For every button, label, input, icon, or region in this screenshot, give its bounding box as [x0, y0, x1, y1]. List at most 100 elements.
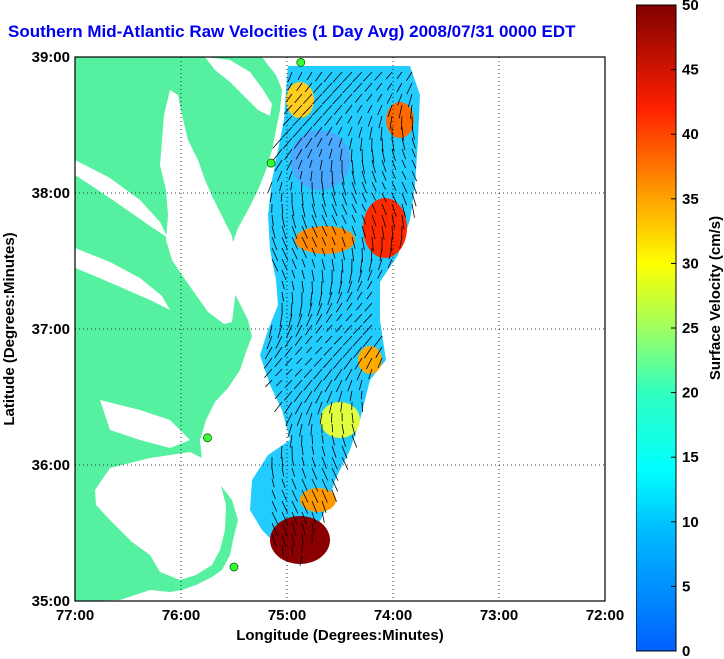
velocity-arrow [324, 379, 333, 393]
velocity-arrow [271, 511, 278, 524]
velocity-arrow [344, 324, 353, 334]
velocity-arrow [299, 170, 303, 180]
velocity-arrow [301, 489, 309, 503]
velocity-arrow [281, 225, 287, 240]
velocity-arrow [291, 511, 298, 526]
velocity-arrow [321, 225, 328, 237]
velocity-arrow [381, 203, 387, 216]
velocity-arrow [292, 104, 303, 115]
velocity-arrow [364, 82, 373, 92]
velocity-arrow [371, 236, 374, 251]
velocity-arrow [391, 181, 397, 191]
velocity-arrow [345, 313, 353, 322]
velocity-arrow [378, 115, 383, 129]
velocity-arrow [296, 82, 303, 92]
velocity-arrow [371, 159, 376, 174]
velocity-arrow [411, 126, 415, 140]
velocity-arrow [301, 445, 304, 456]
velocity-arrow [331, 192, 337, 207]
velocity-arrow [311, 214, 318, 228]
velocity-arrow [346, 302, 353, 311]
velocity-arrow [281, 203, 284, 215]
velocity-arrow [411, 159, 417, 169]
velocity-arrow [401, 203, 406, 218]
velocity-arrow [301, 500, 309, 514]
velocity-arrow [332, 357, 343, 370]
velocity-arrow [391, 170, 396, 179]
colorbar-tick-label: 20 [682, 385, 699, 402]
velocity-arrow [291, 247, 298, 260]
velocity-arrow [321, 511, 325, 523]
velocity-arrow [358, 379, 363, 391]
velocity-arrow [331, 478, 339, 492]
velocity-arrow [390, 236, 393, 251]
velocity-arrow [329, 280, 333, 295]
velocity-arrow [327, 291, 333, 306]
velocity-arrow [347, 280, 353, 294]
velocity-arrow [271, 214, 274, 226]
velocity-arrow [371, 214, 377, 227]
velocity-arrow [351, 225, 357, 236]
velocity-arrow [306, 71, 313, 81]
velocity-arrow [391, 192, 397, 204]
velocity-arrow [351, 159, 354, 174]
velocity-arrow [297, 159, 303, 170]
velocity-arrow [371, 148, 375, 163]
velocity-arrow [311, 467, 318, 480]
velocity-arrow [341, 170, 345, 185]
velocity-arrow [282, 115, 293, 126]
colorbar-ticks: 0 5 10 15 20 25 30 35 40 45 50 [671, 0, 699, 659]
velocity-arrow [284, 401, 293, 414]
velocity-arrow [311, 269, 315, 282]
velocity-arrow [291, 522, 297, 536]
velocity-arrow [361, 225, 367, 238]
velocity-arrow [280, 445, 283, 459]
velocity-arrow [388, 247, 393, 260]
velocity-arrow [325, 313, 333, 324]
velocity-arrow [305, 313, 313, 327]
velocity-arrow [343, 357, 353, 370]
velocity-arrow [296, 313, 303, 328]
velocity-arrow [356, 280, 363, 292]
velocity-arrow [315, 71, 323, 82]
colorbar-tick-label: 40 [682, 126, 699, 143]
velocity-arrow [281, 489, 287, 501]
velocity-arrow [284, 346, 293, 357]
velocity-arrow [363, 71, 373, 82]
velocity-arrow [321, 203, 328, 218]
velocity-arrow [281, 269, 287, 280]
velocity-arrow [303, 93, 313, 104]
velocity-arrow [349, 137, 353, 150]
velocity-arrow [275, 368, 283, 377]
velocity-arrow [334, 368, 343, 381]
velocity-arrow [275, 379, 283, 387]
velocity-arrow [281, 511, 289, 525]
velocity-arrow [315, 390, 323, 404]
velocity-arrow [376, 82, 383, 91]
velocity-arrow [354, 313, 363, 323]
x-tick-label: 73:00 [480, 607, 518, 624]
velocity-arrow [339, 148, 343, 161]
velocity-arrow [333, 104, 343, 115]
velocity-arrow [266, 335, 273, 350]
velocity-arrow [375, 346, 383, 358]
velocity-arrow [315, 324, 323, 334]
velocity-arrow [332, 71, 343, 83]
velocity-arrow [331, 467, 339, 481]
velocity-arrow [377, 269, 383, 279]
velocity-arrow [274, 346, 283, 359]
velocity-arrow [332, 346, 343, 357]
velocity-arrow [391, 137, 395, 152]
velocity-arrow [291, 214, 297, 229]
velocity-arrow [305, 335, 313, 345]
velocity-arrow [271, 478, 275, 488]
velocity-arrow [341, 236, 346, 248]
velocity-arrow [347, 379, 353, 392]
velocity-arrow [361, 203, 366, 212]
velocity-arrow [346, 291, 353, 302]
velocity-arrow [401, 214, 405, 229]
velocity-arrow [274, 159, 283, 172]
colorbar-tick-label: 45 [682, 62, 699, 79]
velocity-arrow [287, 71, 293, 82]
x-tick-label: 72:00 [586, 607, 624, 624]
